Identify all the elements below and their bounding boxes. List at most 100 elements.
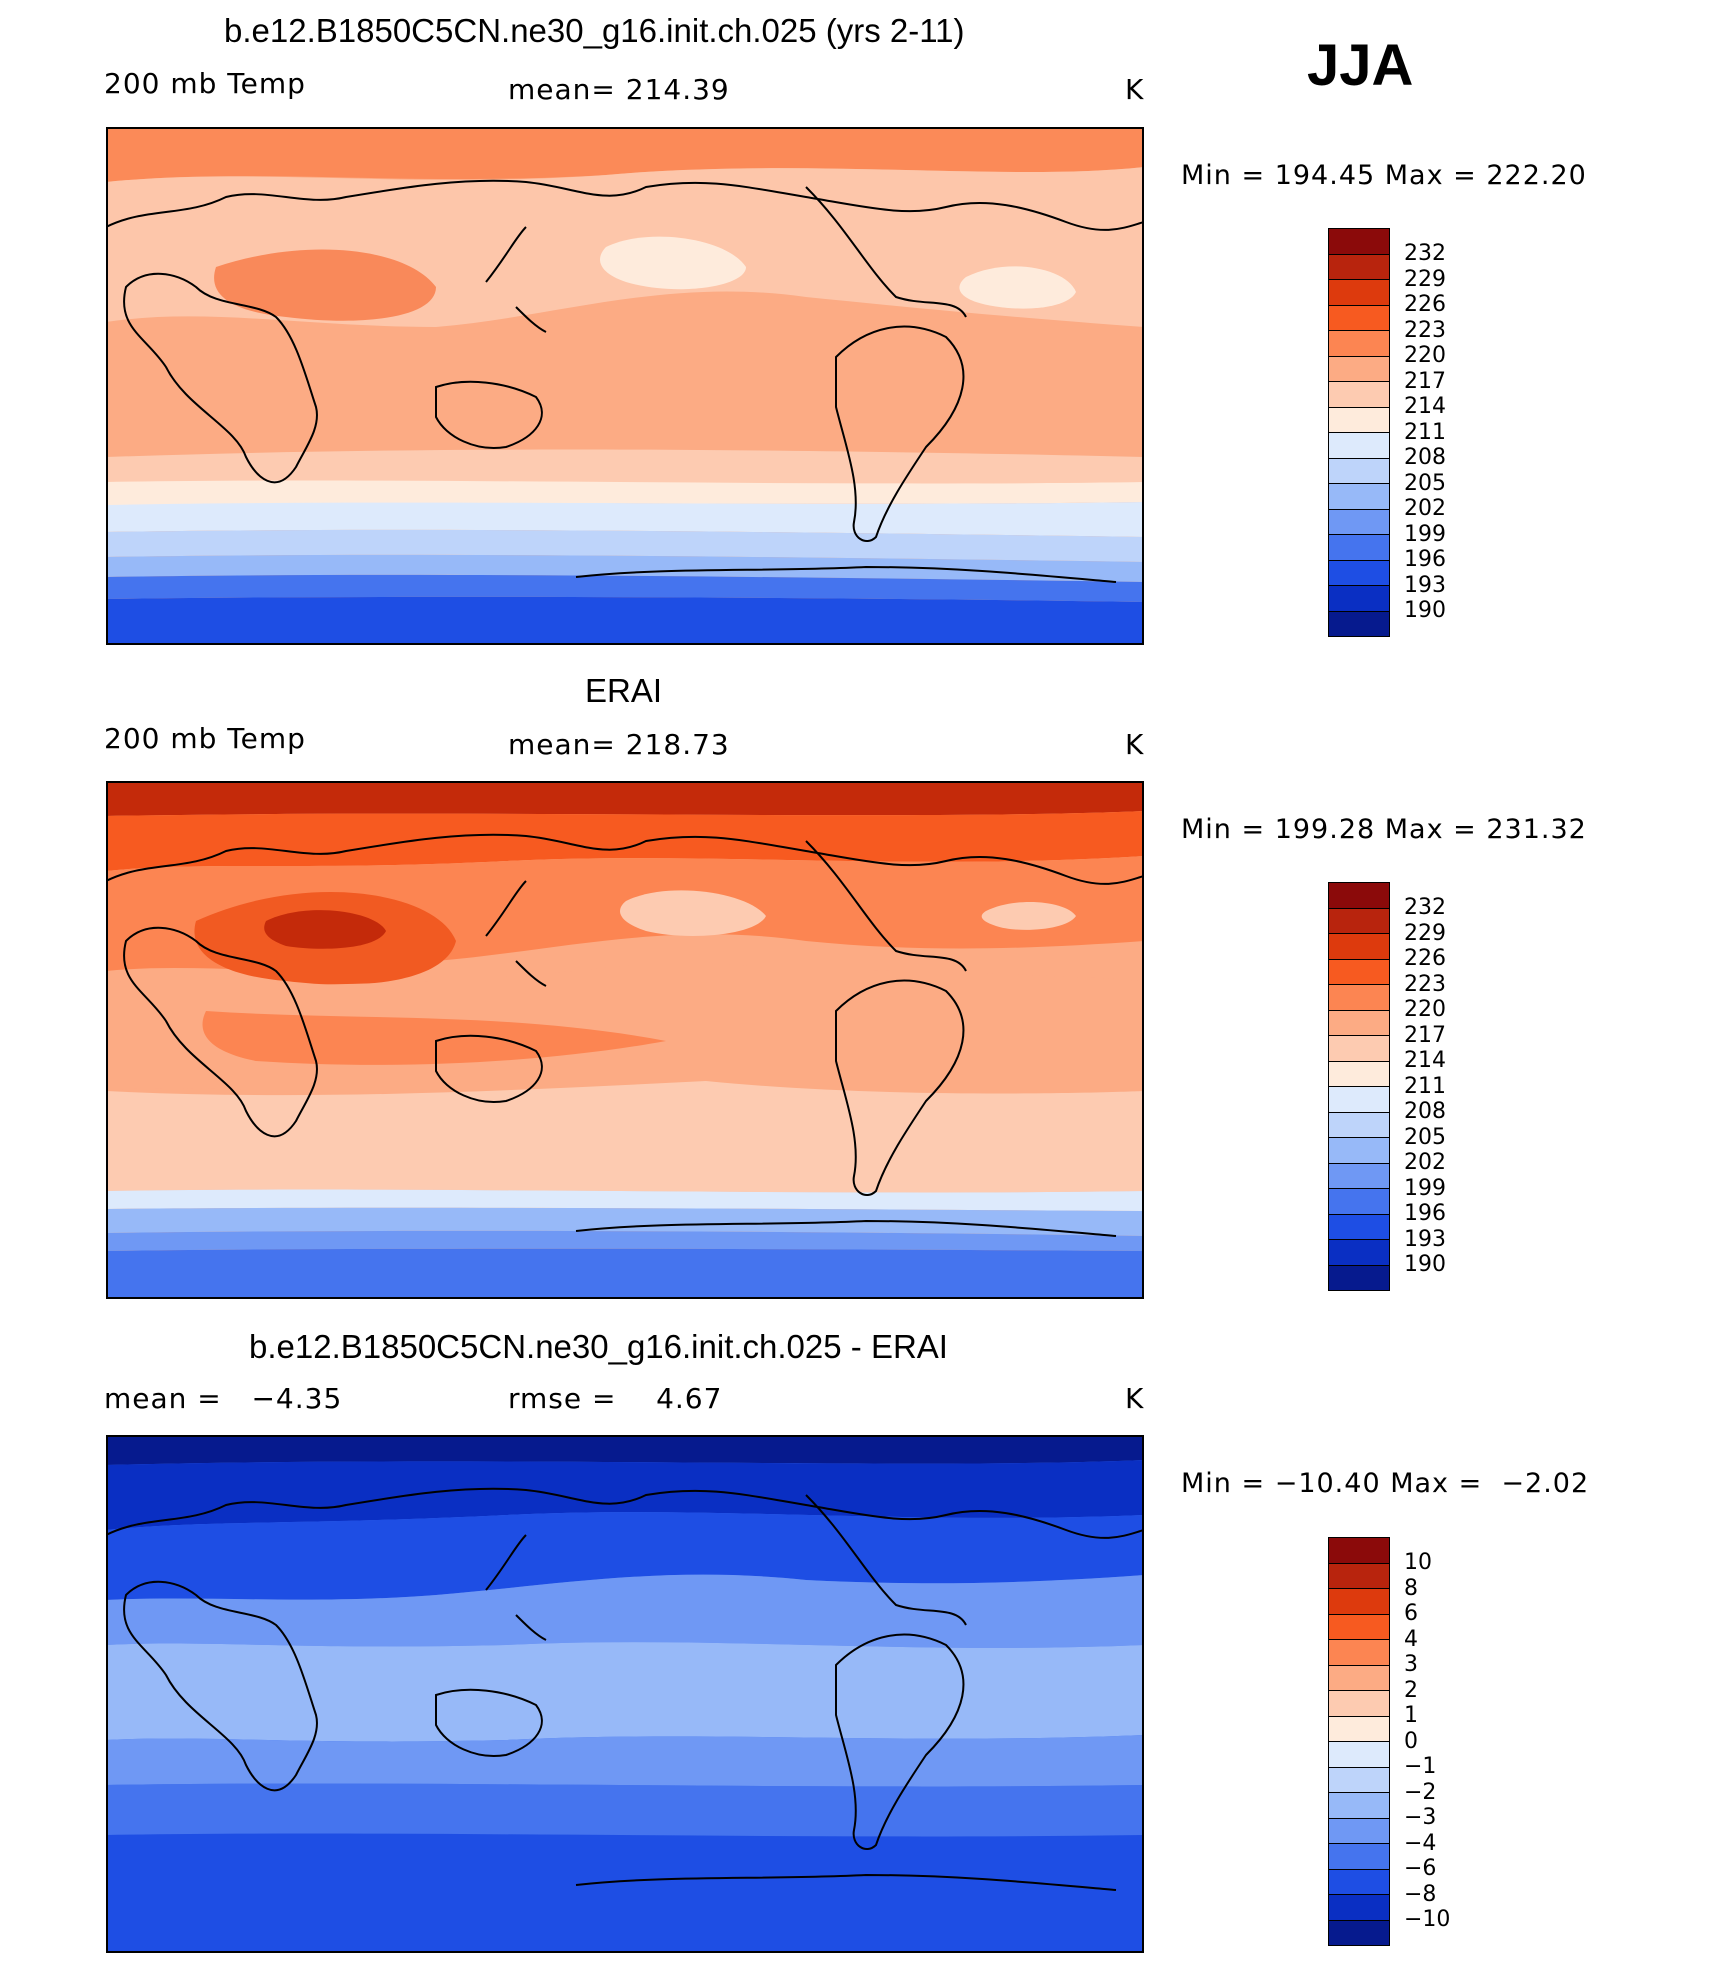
colorbar-swatch [1328, 1265, 1390, 1291]
field-antarctic [106, 1248, 1144, 1299]
colorbar-swatch [1328, 484, 1390, 510]
colorbar-swatch [1328, 407, 1390, 433]
panel-2-variable-label: 200 mb Temp [104, 722, 306, 755]
panel-3-colorbar [1328, 1537, 1390, 1946]
colorbar-tick-label: 196 [1404, 1201, 1446, 1226]
field-arctic [106, 1460, 1144, 1530]
colorbar-swatch [1328, 1563, 1390, 1589]
colorbar-swatch [1328, 509, 1390, 535]
colorbar-tick-label: 232 [1404, 895, 1446, 920]
colorbar-swatch [1328, 1589, 1390, 1615]
field-south-mid [106, 1783, 1144, 1837]
field-midlat-north [106, 1512, 1144, 1600]
field-south-mid [106, 449, 1144, 487]
colorbar-swatch [1328, 1537, 1390, 1564]
colorbar-tick-label: 226 [1404, 946, 1446, 971]
panel-1-title: b.e12.B1850C5CN.ne30_g16.init.ch.025 (yr… [224, 12, 965, 49]
map-frame [106, 781, 1144, 1299]
colorbar-tick-label: 2 [1404, 1677, 1418, 1703]
field-south-subpolar [106, 1189, 1144, 1211]
colorbar-tick-label: 193 [1404, 1226, 1446, 1252]
field-north-pole [106, 127, 1144, 182]
colorbar-swatch [1328, 331, 1390, 357]
colorbar-swatch [1328, 560, 1390, 586]
panel-1-colorbar [1328, 228, 1390, 637]
colorbar-swatch [1328, 985, 1390, 1011]
panel-3-units: K [1125, 1382, 1145, 1415]
field-north-pole [106, 1435, 1144, 1465]
field-tropics [106, 1642, 1144, 1742]
field-south-transition [106, 480, 1144, 507]
panel-2-units: K [1125, 728, 1145, 761]
colorbar-tick-label: 208 [1404, 1099, 1446, 1124]
colorbar-swatch [1328, 1793, 1390, 1819]
panel-3-min-max: Min = −10.40 Max = −2.02 [1181, 1468, 1590, 1499]
coastlines [106, 179, 1144, 583]
colorbar-tick-label: 211 [1404, 1073, 1446, 1099]
colorbar-tick-label: 196 [1404, 547, 1446, 572]
colorbar-swatch [1328, 934, 1390, 960]
colorbar-swatch [1328, 586, 1390, 612]
panel-1-map [106, 127, 1144, 645]
colorbar-tick-label: 6 [1404, 1601, 1418, 1626]
colorbar-swatch [1328, 305, 1390, 331]
colorbar-tick-label: 208 [1404, 445, 1446, 470]
colorbar-swatch [1328, 1691, 1390, 1717]
colorbar-tick-label: 223 [1404, 317, 1446, 343]
panel-3-title: b.e12.B1850C5CN.ne30_g16.init.ch.025 - E… [249, 1328, 948, 1365]
panel-2-mean-label: mean= 218.73 [508, 728, 730, 761]
field-atlantic-cool [959, 266, 1076, 309]
colorbar-tick-label: 193 [1404, 572, 1446, 598]
field-south-high [106, 1833, 1144, 1953]
colorbar-swatch [1328, 1189, 1390, 1215]
colorbar-swatch [1328, 1163, 1390, 1189]
colorbar-swatch [1328, 1087, 1390, 1113]
colorbar-swatch [1328, 535, 1390, 561]
field-tropical-warm [202, 1011, 666, 1065]
colorbar-tick-label: 190 [1404, 1252, 1446, 1277]
panel-3-mean-label: mean = −4.35 [104, 1382, 343, 1415]
field-pacific-cool [600, 236, 746, 290]
colorbar-swatch [1328, 228, 1390, 255]
colorbar-tick-label: 3 [1404, 1652, 1418, 1677]
field-arctic [106, 811, 1144, 871]
map-frame [106, 1435, 1144, 1953]
field-south-65 [106, 1230, 1144, 1251]
colorbar-swatch [1328, 1818, 1390, 1844]
colorbar-tick-label: 217 [1404, 368, 1446, 394]
colorbar-tick-label: 211 [1404, 419, 1446, 445]
field-south-transition [106, 1081, 1144, 1193]
colorbar-swatch [1328, 1920, 1390, 1946]
field-antarctic [106, 596, 1144, 645]
colorbar-tick-label: 8 [1404, 1575, 1418, 1601]
panel-1-mean-label: mean= 214.39 [508, 73, 730, 106]
panel-2-colorbar [1328, 882, 1390, 1291]
colorbar-swatch [1328, 908, 1390, 934]
colorbar-tick-label: 202 [1404, 1150, 1446, 1175]
colorbar-swatch [1328, 1665, 1390, 1691]
colorbar-tick-label: −10 [1404, 1907, 1451, 1932]
colorbar-swatch [1328, 1112, 1390, 1138]
coastlines [106, 833, 1144, 1237]
panel-3-rmse-label: rmse = 4.67 [508, 1382, 723, 1415]
colorbar-swatch [1328, 254, 1390, 280]
colorbar-tick-label: 4 [1404, 1626, 1418, 1652]
colorbar-tick-label: 199 [1404, 1175, 1446, 1201]
field-south-60 [106, 529, 1144, 562]
colorbar-tick-label: −4 [1404, 1830, 1437, 1856]
colorbar-tick-label: −6 [1404, 1856, 1437, 1881]
colorbar-swatch [1328, 458, 1390, 484]
colorbar-tick-label: 199 [1404, 521, 1446, 547]
colorbar-tick-label: 1 [1404, 1703, 1418, 1728]
colorbar-tick-label: 205 [1404, 1124, 1446, 1150]
colorbar-swatch [1328, 1138, 1390, 1164]
field-pacific-cool [620, 890, 766, 936]
field-south-subpolar [106, 502, 1144, 537]
colorbar-tick-label: 190 [1404, 598, 1446, 623]
colorbar-swatch [1328, 1767, 1390, 1793]
panel-1-units: K [1125, 73, 1145, 106]
colorbar-swatch [1328, 1061, 1390, 1087]
field-asia-core [264, 910, 386, 949]
panel-3-map [106, 1435, 1144, 1953]
colorbar-swatch [1328, 1010, 1390, 1036]
